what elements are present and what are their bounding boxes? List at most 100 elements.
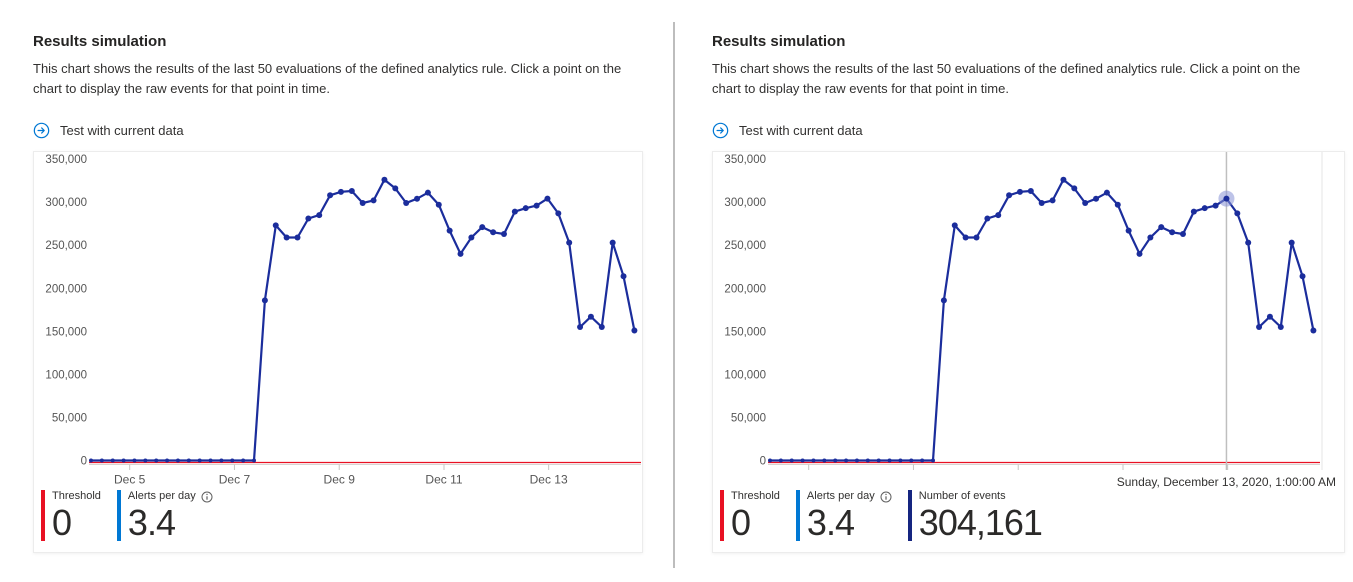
data-point[interactable] xyxy=(940,297,947,304)
results-simulation-chart[interactable]: 0 50,000 100,000 150,000 200,000 250,000 300,0… xyxy=(34,152,644,490)
data-point[interactable] xyxy=(370,197,377,204)
data-point[interactable] xyxy=(241,458,246,463)
data-point[interactable] xyxy=(1179,231,1186,238)
data-point[interactable] xyxy=(909,458,914,463)
data-point[interactable] xyxy=(154,458,159,463)
data-point[interactable] xyxy=(1288,239,1295,246)
data-point[interactable] xyxy=(435,201,442,208)
data-point[interactable] xyxy=(1093,195,1100,202)
data-point[interactable] xyxy=(1136,250,1143,257)
data-point[interactable] xyxy=(1212,202,1219,209)
data-point[interactable] xyxy=(1234,210,1241,217)
data-point[interactable] xyxy=(208,458,213,463)
data-point[interactable] xyxy=(631,327,638,334)
info-icon[interactable] xyxy=(201,491,213,503)
data-point[interactable] xyxy=(800,458,805,463)
data-point[interactable] xyxy=(931,458,936,463)
data-point[interactable] xyxy=(609,239,616,246)
data-point[interactable] xyxy=(1016,188,1023,195)
data-point[interactable] xyxy=(337,188,344,195)
data-point[interactable] xyxy=(1049,197,1056,204)
results-simulation-chart[interactable]: 0 50,000 100,000 150,000 200,000 250,000 300,0… xyxy=(713,152,1323,490)
data-point[interactable] xyxy=(555,210,562,217)
data-point[interactable] xyxy=(984,215,991,222)
data-point[interactable] xyxy=(887,458,892,463)
data-point[interactable] xyxy=(424,189,431,196)
data-point[interactable] xyxy=(951,222,958,229)
info-icon[interactable] xyxy=(880,491,892,503)
data-point[interactable] xyxy=(778,458,783,463)
data-point[interactable] xyxy=(272,222,279,229)
data-point[interactable] xyxy=(566,239,573,246)
data-point[interactable] xyxy=(186,458,191,463)
data-point[interactable] xyxy=(359,200,366,207)
data-point[interactable] xyxy=(1114,201,1121,208)
data-point[interactable] xyxy=(844,458,849,463)
data-point[interactable] xyxy=(1103,189,1110,196)
data-point[interactable] xyxy=(403,200,410,207)
data-point[interactable] xyxy=(305,215,312,222)
data-point[interactable] xyxy=(598,324,605,331)
data-point[interactable] xyxy=(1038,200,1045,207)
data-point[interactable] xyxy=(99,458,104,463)
test-with-current-data-button[interactable]: Test with current data xyxy=(712,122,863,139)
data-point[interactable] xyxy=(1299,273,1306,280)
data-point[interactable] xyxy=(165,458,170,463)
data-point[interactable] xyxy=(577,324,584,331)
data-point[interactable] xyxy=(522,205,529,212)
data-point[interactable] xyxy=(1158,224,1165,231)
data-point[interactable] xyxy=(110,458,115,463)
data-point[interactable] xyxy=(865,458,870,463)
data-point[interactable] xyxy=(316,212,323,219)
data-point[interactable] xyxy=(446,227,453,234)
data-point[interactable] xyxy=(89,458,93,463)
data-point[interactable] xyxy=(1310,327,1317,334)
data-point[interactable] xyxy=(348,187,355,194)
data-point[interactable] xyxy=(392,185,399,192)
data-point[interactable] xyxy=(294,234,301,241)
data-point[interactable] xyxy=(1223,195,1230,202)
data-point[interactable] xyxy=(132,458,137,463)
data-point[interactable] xyxy=(587,313,594,320)
data-point[interactable] xyxy=(876,458,881,463)
data-point[interactable] xyxy=(252,458,257,463)
data-point[interactable] xyxy=(1125,227,1132,234)
data-point[interactable] xyxy=(789,458,794,463)
data-point[interactable] xyxy=(811,458,816,463)
data-point[interactable] xyxy=(854,458,859,463)
data-point[interactable] xyxy=(468,234,475,241)
data-point[interactable] xyxy=(1006,192,1013,199)
data-point[interactable] xyxy=(261,297,268,304)
data-point[interactable] xyxy=(1245,239,1252,246)
data-point[interactable] xyxy=(544,195,551,202)
data-point[interactable] xyxy=(1256,324,1263,331)
data-point[interactable] xyxy=(1071,185,1078,192)
data-point[interactable] xyxy=(1027,187,1034,194)
data-point[interactable] xyxy=(511,208,518,215)
data-point[interactable] xyxy=(962,234,969,241)
data-point[interactable] xyxy=(1082,200,1089,207)
data-point[interactable] xyxy=(898,458,903,463)
data-point[interactable] xyxy=(822,458,827,463)
data-point[interactable] xyxy=(283,234,290,241)
data-point[interactable] xyxy=(920,458,925,463)
data-point[interactable] xyxy=(457,250,464,257)
data-point[interactable] xyxy=(1277,324,1284,331)
data-point[interactable] xyxy=(175,458,180,463)
data-point[interactable] xyxy=(121,458,126,463)
data-point[interactable] xyxy=(197,458,202,463)
data-point[interactable] xyxy=(533,202,540,209)
test-with-current-data-button[interactable]: Test with current data xyxy=(33,122,184,139)
data-point[interactable] xyxy=(1169,229,1176,236)
data-point[interactable] xyxy=(219,458,224,463)
data-point[interactable] xyxy=(1190,208,1197,215)
data-point[interactable] xyxy=(768,458,772,463)
data-point[interactable] xyxy=(479,224,486,231)
data-point[interactable] xyxy=(1147,234,1154,241)
data-point[interactable] xyxy=(1060,176,1067,183)
data-point[interactable] xyxy=(143,458,148,463)
data-point[interactable] xyxy=(973,234,980,241)
data-point[interactable] xyxy=(230,458,235,463)
data-point[interactable] xyxy=(490,229,497,236)
data-point[interactable] xyxy=(1201,205,1208,212)
